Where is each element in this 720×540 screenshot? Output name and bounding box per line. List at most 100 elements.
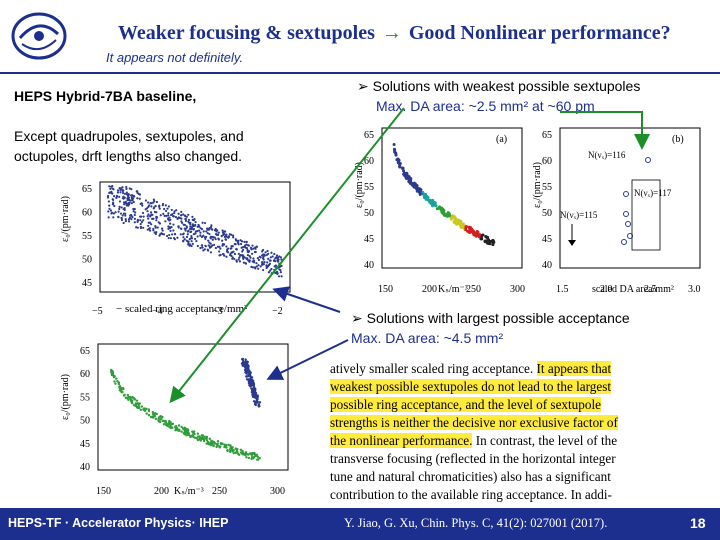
scatter-point (179, 227, 183, 230)
scatter-point (119, 388, 123, 391)
scatter-point (189, 223, 192, 226)
scatter-point (122, 394, 126, 397)
scatter-point (279, 256, 282, 259)
scatter-point (185, 239, 188, 242)
highlight-box (631, 179, 661, 251)
scatter-point (136, 197, 139, 200)
scatter-point (263, 261, 266, 264)
scatter-point (623, 211, 629, 217)
scatter-point (127, 204, 130, 207)
scatter-point (155, 211, 158, 214)
tick-label: 60 (364, 156, 374, 167)
scatter-point (192, 227, 195, 231)
scatter-point (461, 223, 465, 227)
scatter-point (250, 389, 254, 392)
scatter-point (205, 442, 208, 445)
paper-line: the nonlinear performance. In contrast, … (330, 433, 618, 448)
scatter-point (242, 261, 245, 264)
scatter-point (185, 434, 188, 437)
tick-label: 2.5 (644, 284, 657, 294)
scatter-point (122, 208, 125, 211)
scatter-point (123, 203, 126, 206)
scatter-point (437, 205, 441, 209)
scatter-point (112, 201, 115, 204)
panel-tag-a: (a) (496, 134, 507, 145)
scatter-point (145, 407, 148, 411)
scatter-point (137, 406, 140, 410)
scatter-point (187, 218, 191, 221)
scatter-point (208, 437, 211, 441)
scatter-point (136, 220, 139, 223)
scatter-point (196, 235, 199, 238)
scatter-point (152, 201, 155, 204)
tick-label: 200 (154, 486, 169, 496)
scatter-point (158, 420, 162, 424)
note-text: Except quadrupoles, sextupoles, and octu… (14, 128, 244, 164)
scatter-point (135, 399, 139, 402)
scatter-point (255, 245, 258, 248)
scatter-point (147, 409, 151, 413)
scatter-point (148, 221, 152, 224)
paper-line: tune and natural chromaticities) also ha… (330, 469, 611, 484)
tick-label: 65 (80, 346, 90, 357)
scatter-point (207, 244, 210, 247)
scatter-point (130, 401, 134, 405)
scatter-point (110, 185, 113, 188)
scatter-point (108, 204, 111, 207)
scatter-point (229, 450, 232, 453)
scatter-point (133, 213, 136, 217)
scatter-point (225, 255, 228, 258)
scatter-point (202, 439, 206, 443)
tick-label: 40 (542, 260, 552, 271)
scatter-point (146, 201, 150, 204)
scatter-point (248, 374, 251, 378)
scatter-point (257, 405, 261, 408)
scatter-point (442, 211, 446, 215)
scatter-point (238, 256, 241, 259)
scatter-point (223, 232, 226, 236)
tick-label: 60 (80, 369, 90, 380)
scatter-point (217, 231, 220, 234)
scatter-point (119, 188, 122, 191)
scatter-point (186, 428, 189, 431)
scatter-point (109, 187, 112, 190)
scatter-point (147, 224, 150, 227)
scatter-point (167, 205, 171, 208)
scatter-point (120, 218, 124, 222)
blue-callout-line-2 (266, 339, 349, 380)
scatter-point (155, 217, 158, 220)
scatter-point (175, 209, 178, 212)
scatter-point (245, 378, 249, 381)
scatter-point (239, 239, 242, 242)
scatter-point (269, 259, 272, 262)
scatter-point (138, 193, 142, 196)
scatter-point (184, 214, 187, 218)
scatter-point (193, 237, 197, 241)
scatter-point (401, 166, 405, 170)
scatter-point (126, 198, 129, 202)
scatter-point (181, 233, 185, 236)
paper-line: strengths is neither the decisive nor ex… (330, 415, 618, 430)
scatter-point (248, 255, 251, 258)
scatter-point (233, 257, 236, 261)
scatter-point (120, 206, 123, 209)
scatter-point (132, 207, 135, 211)
scatter-point (155, 200, 159, 204)
scatter-point (238, 260, 242, 263)
scatter-point (265, 264, 268, 267)
scatter-point (253, 266, 257, 269)
scatter-point (239, 451, 243, 454)
scatter-point (255, 396, 258, 399)
scatter-point (148, 229, 152, 232)
scatter-point (184, 427, 187, 430)
scatter-point (248, 259, 251, 262)
scatter-point (192, 224, 195, 227)
scatter-point (227, 235, 230, 238)
scatter-point (252, 247, 255, 250)
scatter-point (141, 204, 144, 207)
scatter-point (205, 230, 208, 233)
scatter-point (237, 252, 240, 255)
scatter-point (189, 243, 192, 246)
scatter-point (262, 255, 265, 258)
tick-label: −5 (92, 306, 103, 316)
